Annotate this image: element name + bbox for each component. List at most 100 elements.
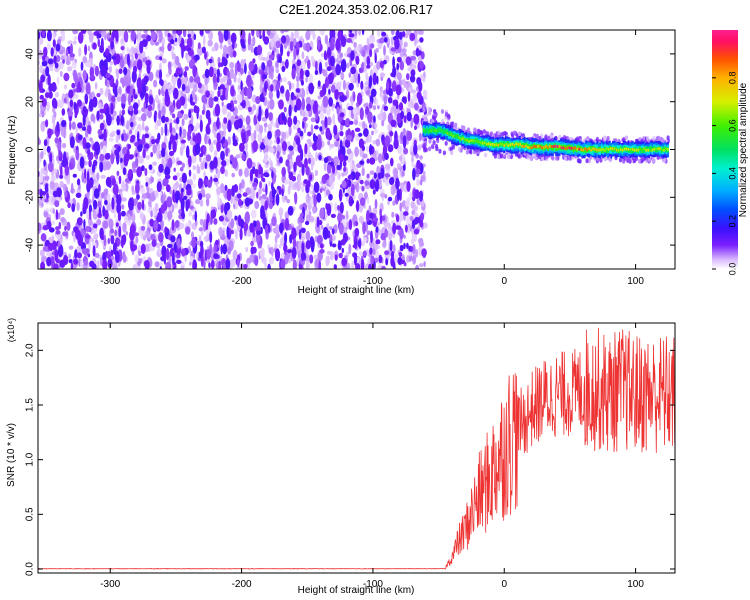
noise-speckle [342, 160, 347, 167]
ridge-halo [428, 146, 432, 152]
noise-speckle [126, 47, 130, 53]
noise-speckle [409, 32, 416, 42]
noise-speckle [318, 259, 322, 269]
noise-speckle [112, 82, 117, 90]
noise-speckle [340, 59, 347, 73]
noise-speckle [253, 129, 257, 141]
noise-speckle [67, 66, 73, 72]
noise-speckle [258, 188, 262, 195]
noise-speckle [199, 218, 204, 226]
noise-speckle [164, 135, 168, 144]
noise-speckle [54, 200, 60, 208]
noise-speckle [413, 143, 418, 156]
noise-speckle [118, 68, 123, 74]
noise-speckle [256, 44, 263, 56]
noise-speckle [53, 168, 58, 174]
noise-speckle [221, 56, 226, 64]
noise-speckle [81, 126, 87, 131]
noise-speckle [410, 55, 417, 61]
noise-speckle [310, 124, 314, 136]
noise-speckle [356, 92, 363, 106]
noise-speckle [110, 206, 116, 214]
noise-speckle [278, 99, 284, 110]
noise-speckle [180, 139, 186, 144]
noise-speckle [40, 191, 47, 196]
noise-speckle [237, 259, 240, 266]
noise-speckle [375, 226, 379, 233]
noise-speckle [144, 92, 149, 105]
ridge-halo [535, 133, 539, 139]
noise-speckle [167, 243, 173, 249]
noise-speckle [82, 69, 87, 81]
noise-speckle [127, 92, 132, 106]
noise-speckle [340, 36, 347, 48]
noise-speckle [278, 207, 284, 217]
noise-speckle [264, 224, 269, 235]
noise-speckle [245, 115, 251, 126]
ridge-halo [444, 141, 448, 146]
noise-speckle [400, 131, 404, 142]
noise-speckle [108, 137, 114, 142]
noise-speckle [120, 46, 125, 51]
noise-speckle [168, 82, 172, 89]
noise-speckle [382, 111, 387, 122]
noise-speckle [172, 252, 175, 265]
noise-speckle [402, 96, 406, 103]
ridge-halo [442, 150, 446, 156]
noise-speckle [154, 261, 160, 268]
noise-speckle [360, 80, 364, 90]
noise-speckle [131, 53, 134, 65]
ridge-halo [428, 138, 432, 144]
noise-speckle [309, 190, 313, 195]
noise-speckle [129, 138, 135, 143]
noise-speckle [38, 42, 41, 53]
noise-speckle [99, 161, 104, 173]
noise-speckle [134, 52, 138, 60]
noise-speckle [369, 157, 376, 165]
noise-speckle [254, 168, 259, 178]
noise-speckle [59, 70, 63, 77]
noise-speckle [238, 198, 242, 207]
noise-speckle [396, 188, 400, 202]
noise-speckle [248, 61, 255, 72]
noise-speckle [103, 188, 109, 196]
noise-speckle [379, 208, 382, 217]
noise-speckle [257, 113, 262, 122]
noise-speckle [161, 147, 166, 158]
noise-speckle [406, 73, 410, 81]
noise-speckle [281, 35, 287, 44]
noise-speckle [102, 258, 108, 269]
noise-speckle [395, 84, 402, 96]
noise-speckle [361, 145, 365, 152]
noise-speckle [134, 142, 139, 147]
noise-speckle [378, 254, 383, 264]
noise-speckle [264, 200, 269, 211]
noise-speckle [189, 58, 195, 67]
noise-speckle [119, 58, 125, 69]
noise-speckle [150, 151, 154, 158]
noise-speckle [291, 227, 297, 241]
noise-speckle [222, 243, 228, 255]
noise-speckle [416, 91, 422, 100]
noise-speckle [330, 84, 336, 93]
noise-speckle [150, 31, 157, 41]
noise-speckle [296, 80, 300, 91]
noise-speckle [180, 265, 185, 269]
noise-speckle [354, 227, 360, 237]
noise-speckle [158, 88, 161, 96]
noise-speckle [46, 192, 49, 200]
noise-speckle [47, 128, 52, 139]
noise-speckle [295, 137, 301, 146]
noise-speckle [341, 180, 347, 189]
noise-speckle [96, 218, 102, 226]
ridge-halo [430, 144, 434, 150]
ridge-halo [433, 116, 437, 121]
noise-speckle [97, 128, 103, 136]
noise-speckle [375, 239, 381, 245]
noise-speckle [379, 60, 384, 69]
noise-speckle [363, 140, 366, 145]
noise-speckle [337, 91, 344, 96]
noise-speckle [303, 179, 309, 185]
noise-speckle [294, 182, 299, 187]
